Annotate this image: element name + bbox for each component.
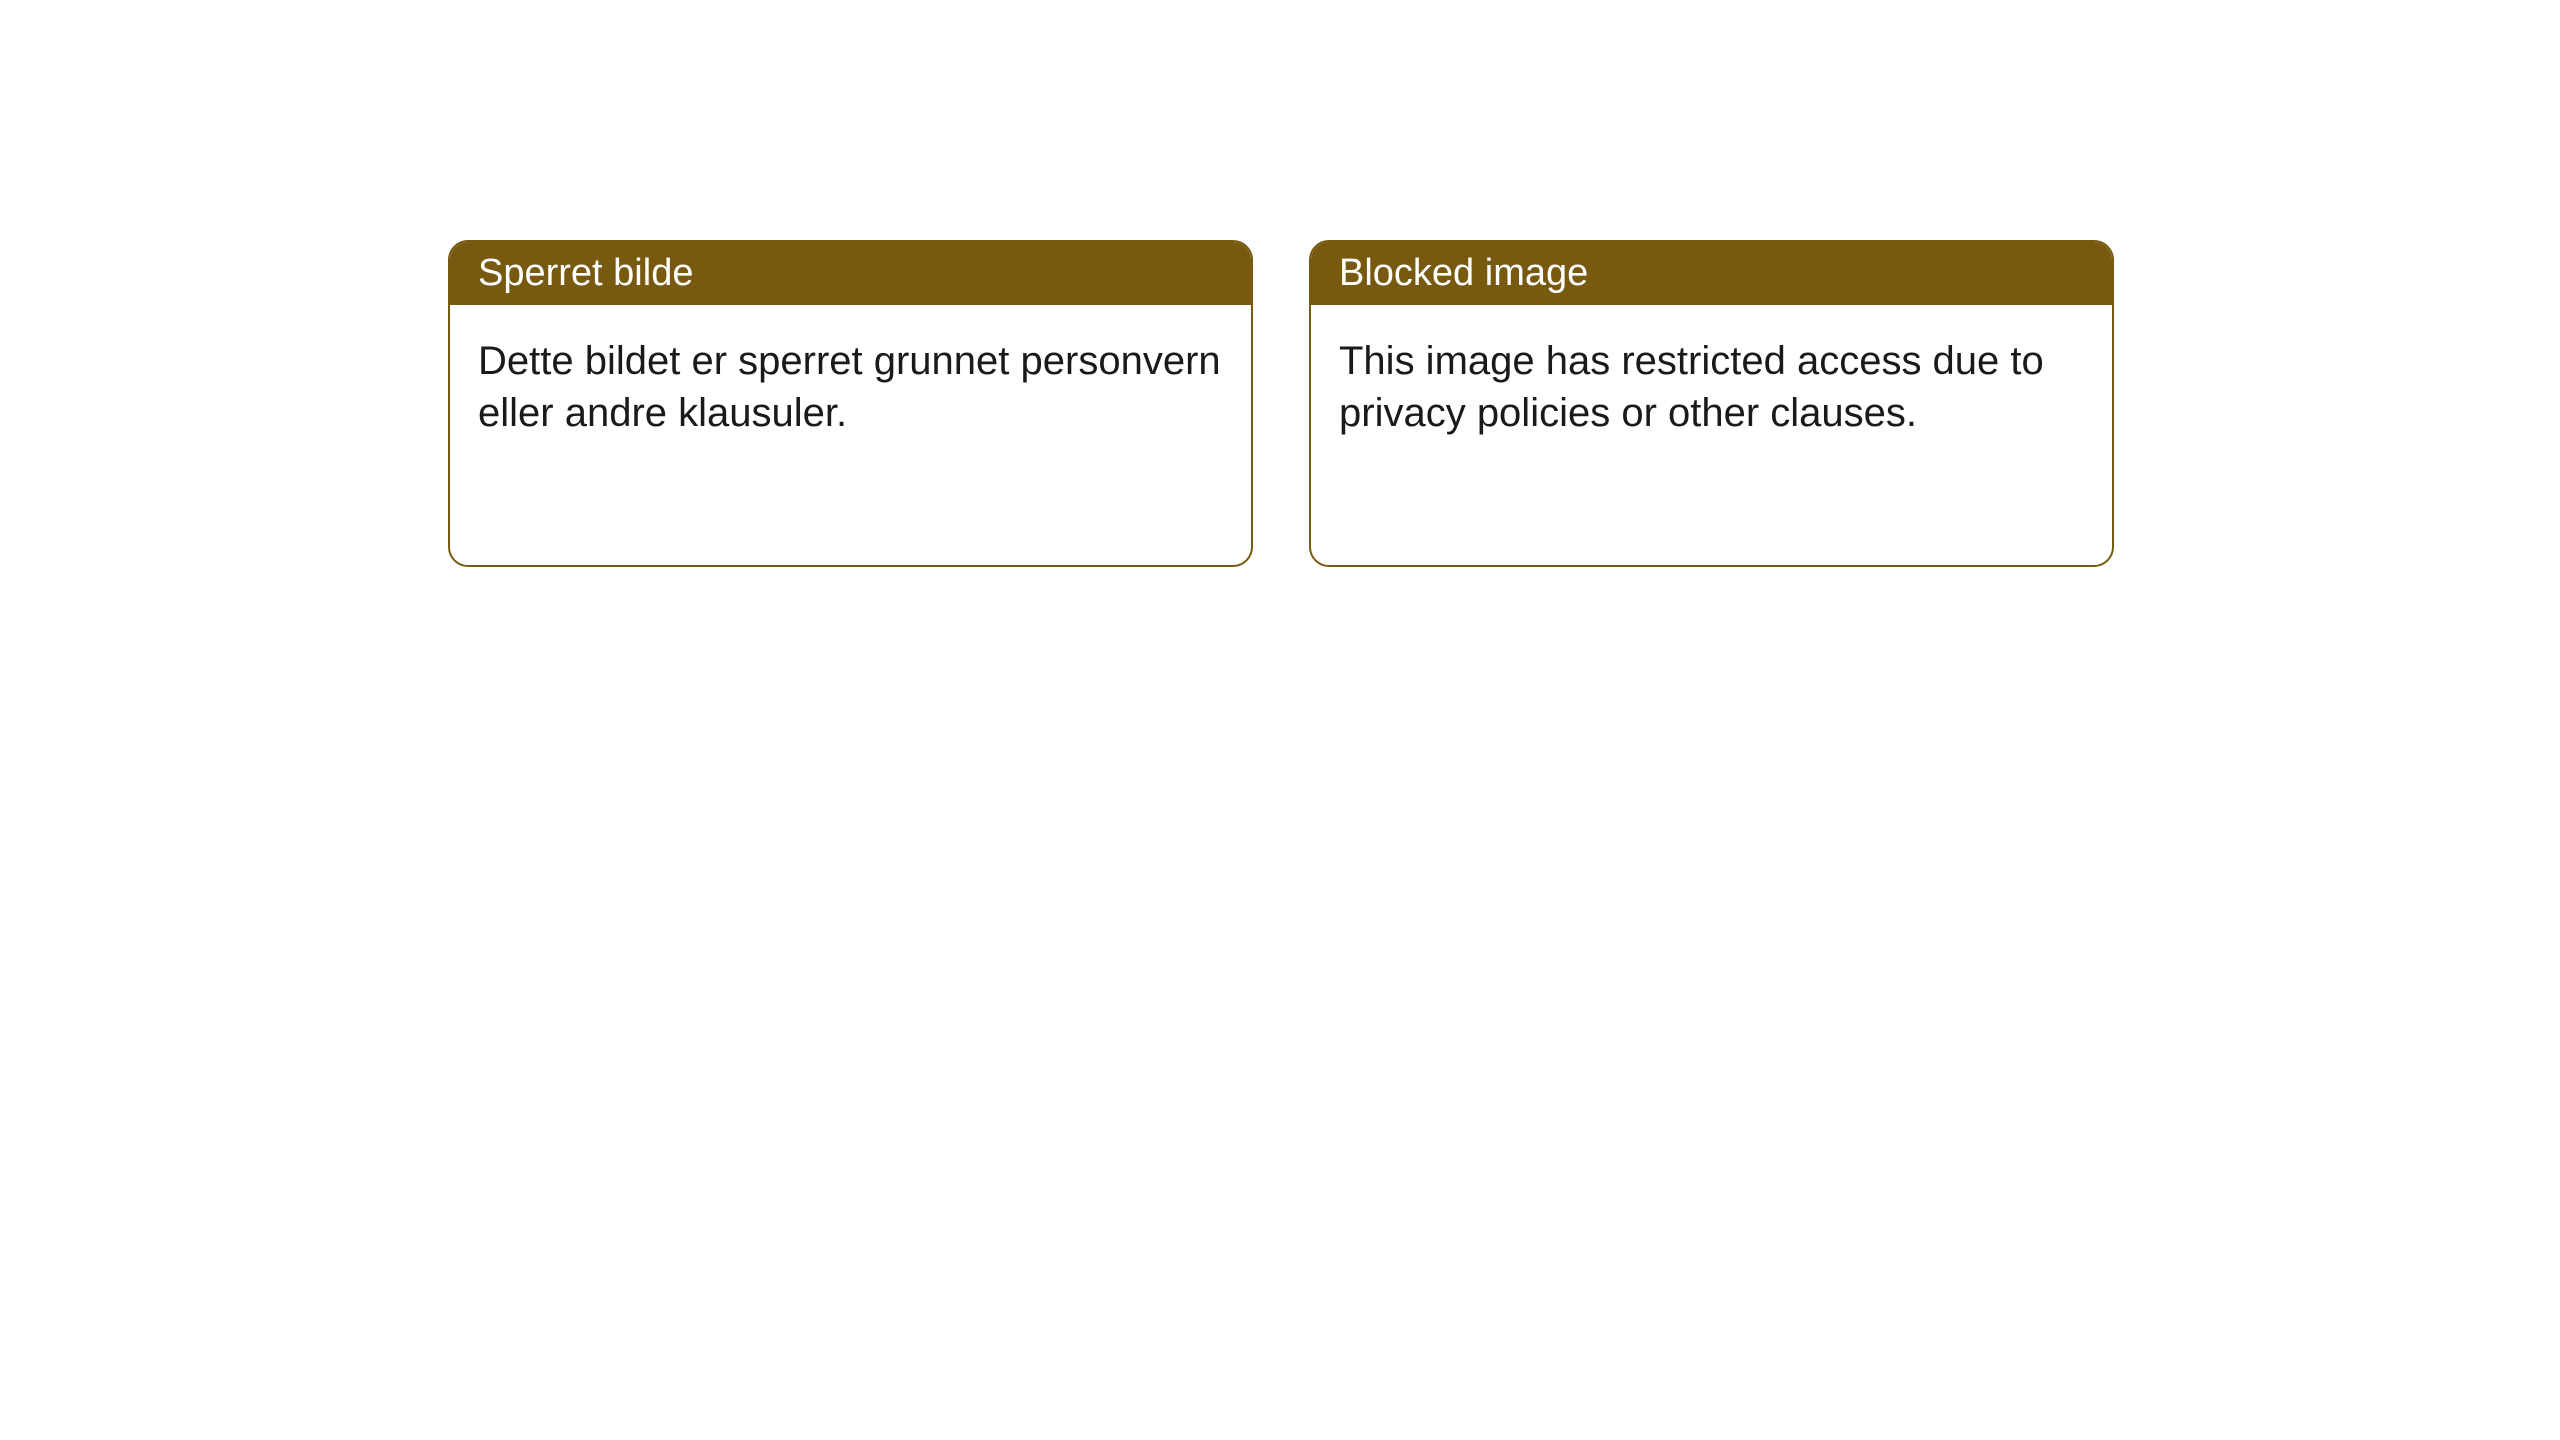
notice-card-english: Blocked image This image has restricted …	[1309, 240, 2114, 567]
notice-header: Sperret bilde	[450, 242, 1251, 305]
notices-container: Sperret bilde Dette bildet er sperret gr…	[0, 0, 2560, 567]
notice-body: Dette bildet er sperret grunnet personve…	[450, 305, 1251, 565]
notice-header: Blocked image	[1311, 242, 2112, 305]
notice-body: This image has restricted access due to …	[1311, 305, 2112, 565]
notice-card-norwegian: Sperret bilde Dette bildet er sperret gr…	[448, 240, 1253, 567]
